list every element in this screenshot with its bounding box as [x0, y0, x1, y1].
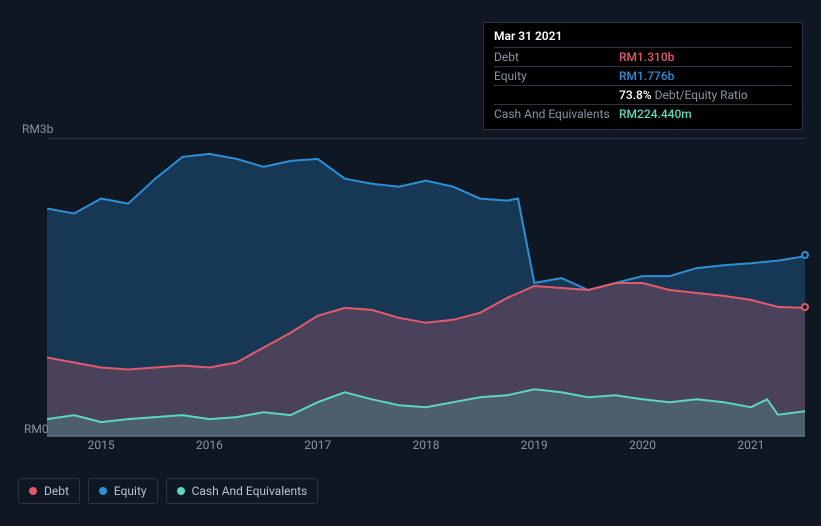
x-tick-label: 2021: [737, 438, 764, 452]
legend-dot-icon: [177, 487, 185, 495]
x-tick-label: 2017: [304, 438, 331, 452]
tooltip-row: DebtRM1.310b: [494, 48, 792, 67]
tooltip-row-label: [494, 88, 619, 102]
tooltip-row-value: 73.8% Debt/Equity Ratio: [619, 88, 748, 102]
tooltip-row-value: RM1.310b: [619, 50, 674, 64]
y-axis-max-label: RM3b: [22, 122, 53, 136]
x-tick-label: 2019: [521, 438, 548, 452]
tooltip-row-value: RM1.776b: [619, 69, 674, 83]
x-tick-label: 2016: [196, 438, 223, 452]
x-tick-label: 2020: [629, 438, 656, 452]
series-end-marker-equity: [801, 251, 809, 259]
legend-label: Equity: [114, 484, 147, 498]
tooltip-row: Cash And EquivalentsRM224.440m: [494, 105, 792, 123]
tooltip-title: Mar 31 2021: [494, 29, 792, 48]
tooltip-row-label: Equity: [494, 69, 619, 83]
legend-item[interactable]: Debt: [18, 478, 80, 504]
legend-label: Debt: [44, 484, 69, 498]
legend-item[interactable]: Cash And Equivalents: [166, 478, 319, 504]
tooltip-row: 73.8% Debt/Equity Ratio: [494, 86, 792, 105]
tooltip-row-label: Debt: [494, 50, 619, 64]
tooltip-row: EquityRM1.776b: [494, 67, 792, 86]
area-chart-svg: [47, 139, 805, 437]
tooltip-box: Mar 31 2021 DebtRM1.310bEquityRM1.776b73…: [483, 22, 803, 130]
x-tick-label: 2015: [88, 438, 115, 452]
legend-label: Cash And Equivalents: [192, 484, 308, 498]
chart-area: [47, 138, 805, 436]
legend-dot-icon: [29, 487, 37, 495]
legend-dot-icon: [99, 487, 107, 495]
x-tick-label: 2018: [413, 438, 440, 452]
tooltip-row-value: RM224.440m: [619, 107, 692, 121]
tooltip-row-label: Cash And Equivalents: [494, 107, 619, 121]
x-axis: 2015 2016 2017 2018 2019 2020 2021: [47, 438, 805, 452]
legend-item[interactable]: Equity: [88, 478, 158, 504]
y-axis-min-label: RM0: [24, 422, 49, 436]
series-end-marker-debt: [801, 303, 809, 311]
legend: Debt Equity Cash And Equivalents: [18, 478, 318, 504]
